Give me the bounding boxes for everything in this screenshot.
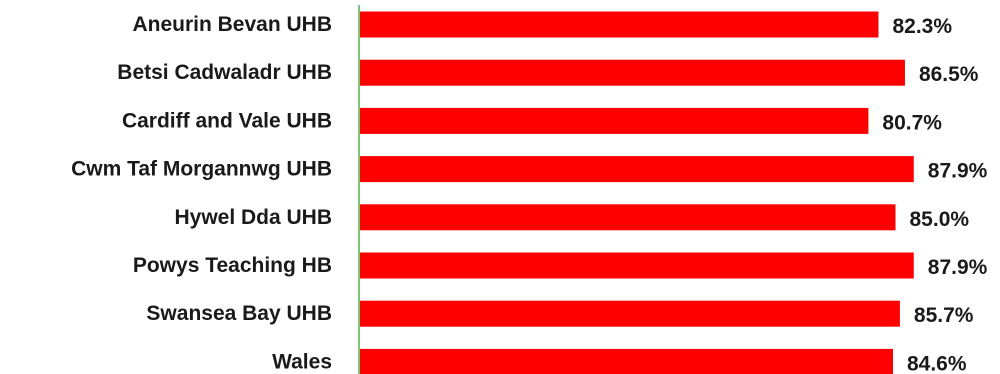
bars-group (360, 11, 914, 374)
category-label-1: Betsi Cadwaladr UHB (117, 61, 332, 84)
category-label-0: Aneurin Bevan UHB (132, 13, 332, 36)
bar-0 (360, 11, 879, 38)
bar-7 (360, 348, 893, 374)
category-label-7: Wales (272, 350, 332, 373)
bar-1 (360, 59, 905, 86)
bar-4 (360, 204, 896, 231)
value-label-4: 85.0% (910, 208, 970, 231)
category-label-2: Cardiff and Vale UHB (122, 109, 332, 132)
category-label-4: Hywel Dda UHB (174, 206, 332, 229)
value-label-6: 85.7% (914, 304, 974, 327)
bar-5 (360, 252, 914, 279)
bar-3 (360, 156, 914, 183)
value-label-3: 87.9% (928, 160, 988, 183)
value-label-2: 80.7% (882, 111, 942, 134)
category-label-3: Cwm Taf Morgannwg UHB (71, 158, 332, 181)
category-label-6: Swansea Bay UHB (146, 302, 332, 325)
category-labels: Aneurin Bevan UHB Betsi Cadwaladr UHB Card… (71, 13, 332, 373)
value-label-7: 84.6% (907, 352, 967, 374)
value-label-0: 82.3% (892, 15, 952, 38)
value-label-5: 87.9% (928, 256, 988, 279)
value-labels: 82.3% 86.5% 80.7% 87.9% 85.0% 87.9% 85.7% 84.6% (882, 15, 987, 374)
value-label-1: 86.5% (919, 63, 979, 86)
category-label-5: Powys Teaching HB (133, 254, 332, 277)
bar-2 (360, 107, 869, 134)
bar-6 (360, 300, 900, 327)
